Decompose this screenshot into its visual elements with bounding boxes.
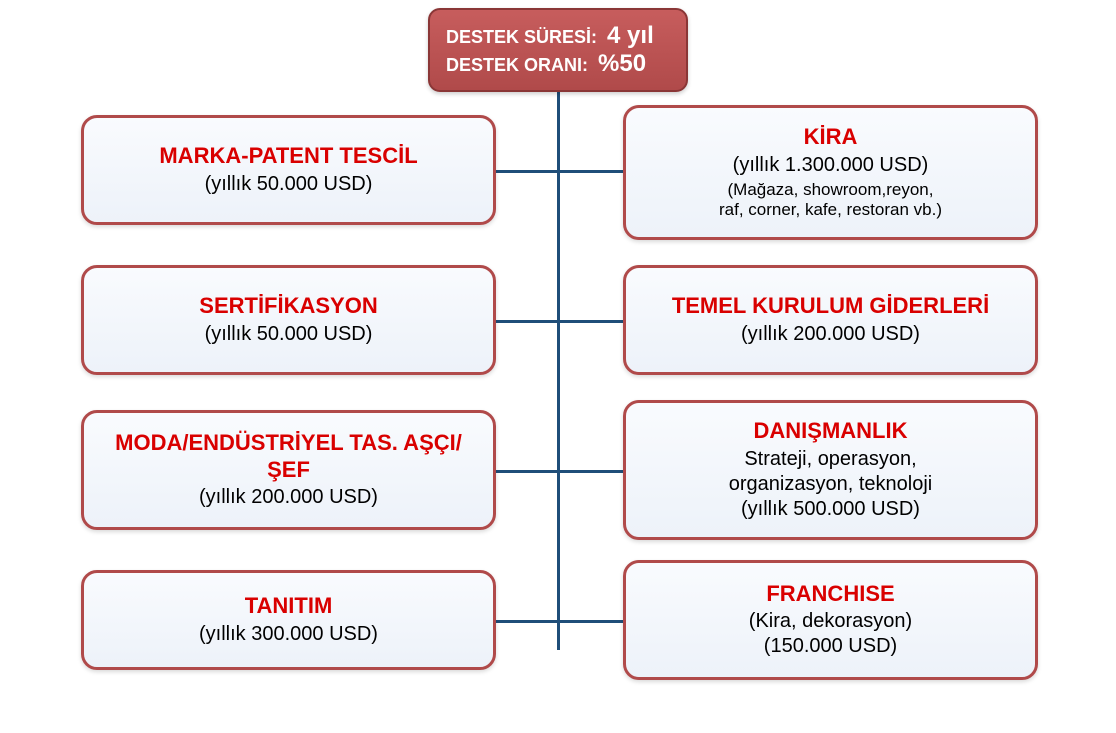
right-box-small: (Mağaza, showroom,reyon, raf, corner, ka…: [719, 180, 942, 221]
connector-segment: [557, 470, 623, 473]
connector-segment: [495, 470, 560, 473]
root-line2-value: %50: [598, 50, 646, 78]
connector-segment: [557, 92, 560, 650]
right-box-0: KİRA (yıllık 1.300.000 USD)(Mağaza, showr…: [623, 105, 1038, 240]
right-box-title: FRANCHISE: [766, 581, 894, 607]
left-box-sub: (yıllık 50.000 USD): [205, 172, 373, 197]
root-line-2: DESTEK ORANI: %50: [446, 50, 670, 78]
connector-segment: [557, 170, 623, 173]
left-box-title: MARKA-PATENT TESCİL: [159, 143, 417, 169]
connector-segment: [557, 320, 623, 323]
right-box-title: TEMEL KURULUM GİDERLERİ: [672, 293, 989, 319]
connector-segment: [495, 320, 560, 323]
right-box-1: TEMEL KURULUM GİDERLERİ (yıllık 200.000 U…: [623, 265, 1038, 375]
right-box-sub: (yıllık 200.000 USD): [741, 322, 920, 347]
root-line1-label: DESTEK SÜRESİ:: [446, 27, 597, 48]
connector-segment: [495, 620, 560, 623]
left-box-sub: (yıllık 300.000 USD): [199, 622, 378, 647]
left-box-0: MARKA-PATENT TESCİL (yıllık 50.000 USD): [81, 115, 496, 225]
right-box-sub: Strateji, operasyon, organizasyon, tekno…: [729, 447, 932, 522]
left-box-title: TANITIM: [245, 593, 333, 619]
root-line1-value: 4 yıl: [607, 22, 654, 50]
root-line2-label: DESTEK ORANI:: [446, 55, 588, 76]
connector-segment: [557, 620, 623, 623]
left-box-sub: (yıllık 50.000 USD): [205, 322, 373, 347]
root-line-1: DESTEK SÜRESİ: 4 yıl: [446, 22, 670, 50]
right-box-2: DANIŞMANLIK Strateji, operasyon, organiza…: [623, 400, 1038, 540]
left-box-title: SERTİFİKASYON: [199, 293, 377, 319]
right-box-3: FRANCHISE(Kira, dekorasyon) (150.000 USD…: [623, 560, 1038, 680]
left-box-title: MODA/ENDÜSTRİYEL TAS. AŞÇI/ŞEF: [98, 430, 479, 483]
right-box-sub: (Kira, dekorasyon) (150.000 USD): [749, 609, 912, 659]
right-box-title: KİRA: [804, 124, 858, 150]
connector-segment: [495, 170, 560, 173]
right-box-title: DANIŞMANLIK: [754, 418, 908, 444]
left-box-3: TANITIM (yıllık 300.000 USD): [81, 570, 496, 670]
left-box-sub: (yıllık 200.000 USD): [199, 485, 378, 510]
root-box: DESTEK SÜRESİ: 4 yıl DESTEK ORANI: %50: [428, 8, 688, 92]
right-box-sub: (yıllık 1.300.000 USD): [733, 153, 929, 178]
left-box-1: SERTİFİKASYON (yıllık 50.000 USD): [81, 265, 496, 375]
left-box-2: MODA/ENDÜSTRİYEL TAS. AŞÇI/ŞEF(yıllık 20…: [81, 410, 496, 530]
